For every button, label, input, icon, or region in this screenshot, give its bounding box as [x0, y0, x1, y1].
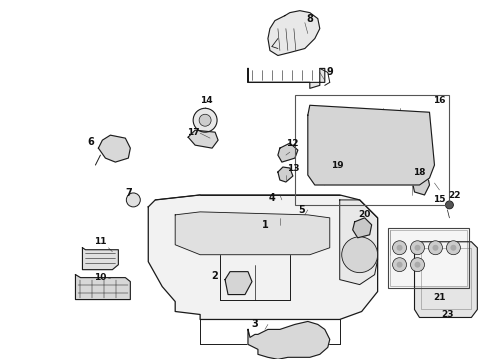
Polygon shape [225, 272, 252, 294]
Polygon shape [415, 242, 477, 318]
Text: 4: 4 [269, 193, 275, 203]
Text: 10: 10 [94, 273, 107, 282]
Text: 14: 14 [200, 96, 213, 105]
Circle shape [415, 245, 420, 251]
Circle shape [415, 262, 420, 268]
Text: 9: 9 [326, 67, 333, 77]
Bar [388, 228, 469, 288]
Polygon shape [268, 11, 320, 55]
Text: 16: 16 [433, 96, 446, 105]
Text: 11: 11 [94, 237, 107, 246]
Circle shape [342, 237, 378, 273]
Polygon shape [278, 167, 293, 182]
Text: 2: 2 [212, 271, 219, 281]
Text: 17: 17 [187, 128, 199, 137]
Polygon shape [82, 248, 119, 270]
Bar [421, 248, 471, 310]
Circle shape [392, 241, 407, 255]
Polygon shape [278, 143, 298, 162]
Circle shape [392, 258, 407, 272]
Polygon shape [175, 212, 330, 255]
Text: 6: 6 [87, 137, 94, 147]
Circle shape [445, 201, 453, 209]
Polygon shape [148, 195, 378, 319]
Text: 3: 3 [251, 319, 258, 329]
Text: 19: 19 [331, 161, 344, 170]
Circle shape [396, 245, 403, 251]
Text: 12: 12 [286, 139, 298, 148]
Bar [390, 230, 467, 285]
Circle shape [411, 241, 424, 255]
Text: 13: 13 [287, 163, 299, 172]
Circle shape [126, 193, 140, 207]
Text: 8: 8 [306, 14, 313, 24]
Text: 22: 22 [448, 192, 461, 201]
Circle shape [450, 245, 456, 251]
Text: 7: 7 [125, 188, 132, 198]
Polygon shape [308, 105, 435, 185]
Text: 1: 1 [262, 220, 269, 230]
Circle shape [199, 114, 211, 126]
Polygon shape [188, 130, 218, 148]
Polygon shape [340, 200, 378, 285]
Circle shape [396, 262, 403, 268]
Polygon shape [98, 135, 130, 162]
Bar [295, 95, 449, 205]
Text: 5: 5 [298, 205, 305, 215]
Polygon shape [353, 218, 371, 238]
Circle shape [411, 258, 424, 272]
Circle shape [428, 241, 442, 255]
Circle shape [446, 241, 461, 255]
Polygon shape [75, 275, 130, 300]
Circle shape [193, 108, 217, 132]
Polygon shape [248, 68, 325, 88]
Text: 18: 18 [413, 167, 426, 176]
Text: 20: 20 [359, 210, 371, 219]
Text: 21: 21 [433, 293, 446, 302]
Polygon shape [248, 321, 330, 359]
Polygon shape [318, 165, 335, 182]
Circle shape [433, 245, 439, 251]
Polygon shape [412, 172, 429, 195]
Text: 15: 15 [433, 195, 446, 204]
Text: 23: 23 [441, 310, 454, 319]
